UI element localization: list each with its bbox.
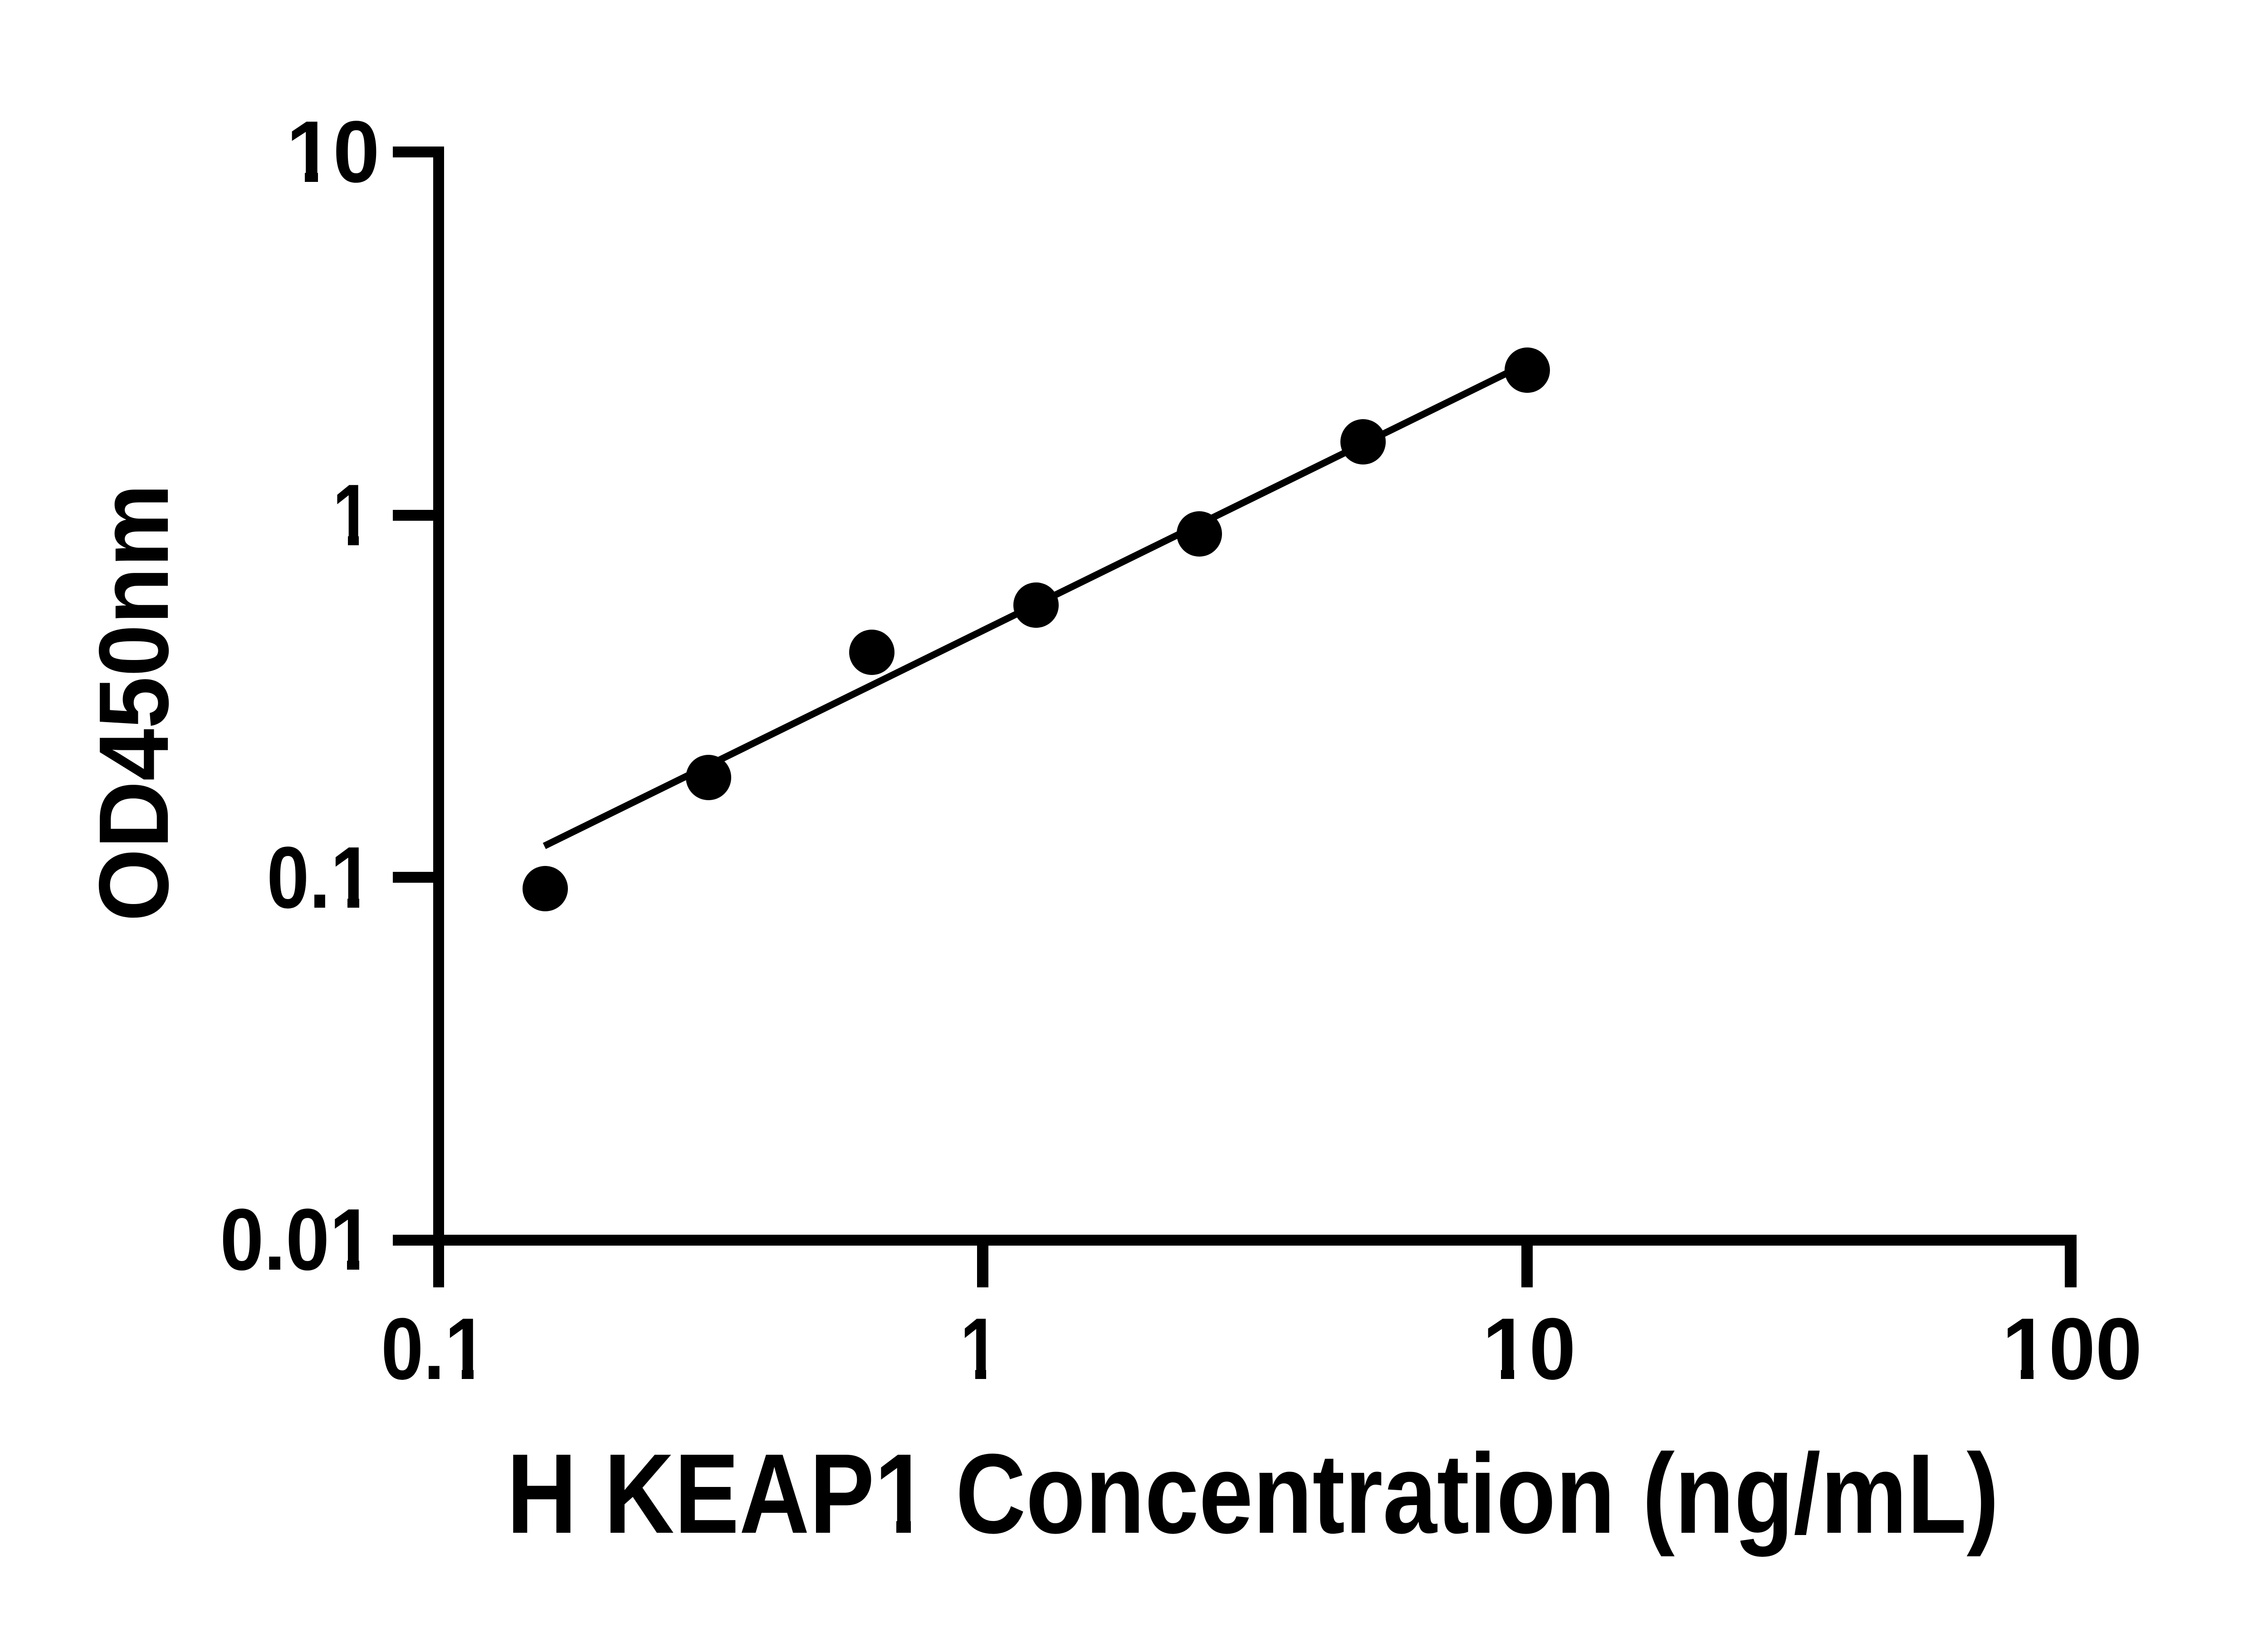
svg-text:10: 10 [1482, 1300, 1576, 1398]
svg-text:0.01: 0.01 [220, 1190, 373, 1288]
svg-text:OD450nm: OD450nm [79, 484, 189, 922]
svg-text:10: 10 [286, 103, 380, 200]
svg-text:H KEAP1 Concentration (ng/mL): H KEAP1 Concentration (ng/mL) [507, 1430, 1999, 1557]
svg-text:1: 1 [960, 1300, 999, 1398]
svg-text:1: 1 [332, 466, 371, 564]
svg-text:100: 100 [2002, 1300, 2142, 1398]
svg-text:0.1: 0.1 [381, 1300, 487, 1398]
svg-text:0.1: 0.1 [267, 828, 373, 926]
